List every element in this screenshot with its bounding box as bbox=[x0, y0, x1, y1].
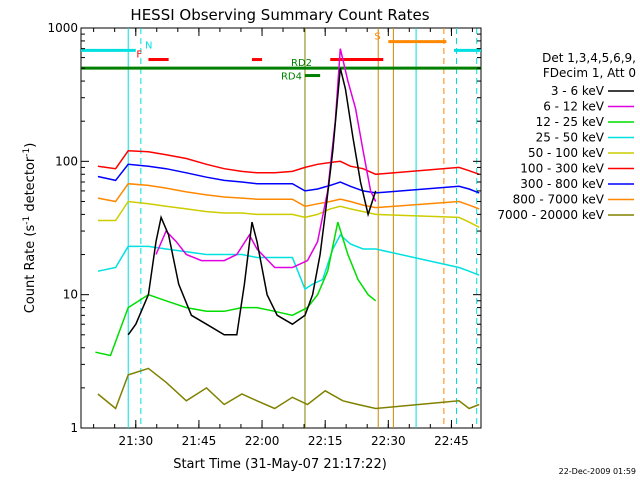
x-tick-label-2: 22:00 bbox=[245, 434, 280, 448]
legend-label-2: 12 - 25 keV bbox=[536, 115, 605, 129]
legend-label-4: 50 - 100 keV bbox=[528, 146, 605, 160]
series-line-7 bbox=[97, 182, 480, 210]
x-tick-label-5: 22:45 bbox=[434, 434, 469, 448]
legend-label-6: 300 - 800 keV bbox=[520, 177, 604, 191]
series-line-2 bbox=[95, 221, 377, 357]
legend-label-7: 800 - 7000 keV bbox=[513, 193, 605, 207]
y-tick-label-1: 10 bbox=[63, 288, 78, 302]
y-axis-label: Count Rate (s-1 detector-1) bbox=[22, 143, 38, 314]
x-tick-label-0: 21:30 bbox=[119, 434, 154, 448]
y-axis-label-end: ) bbox=[23, 143, 38, 148]
legend-label-3: 25 - 50 keV bbox=[536, 131, 605, 145]
legend-label-5: 100 - 300 keV bbox=[520, 162, 604, 176]
legend-label-8: 7000 - 20000 keV bbox=[497, 208, 604, 222]
plot-frame bbox=[80, 27, 482, 429]
flag-label-rd2: RD2 bbox=[291, 58, 312, 69]
flag-label-s: S bbox=[374, 32, 380, 43]
y-axis-label-sup1: -1 bbox=[22, 216, 32, 225]
x-tick-label-1: 21:45 bbox=[182, 434, 217, 448]
series-line-3 bbox=[97, 233, 480, 291]
x-axis-label: Start Time (31-May-07 21:17:22) bbox=[173, 457, 387, 472]
legend: Det 1,3,4,5,6,9, FDecim 1, Att 0 3 - 6 k… bbox=[497, 51, 636, 222]
flag-label-f: F bbox=[136, 50, 142, 61]
y-tick-label-0: 1 bbox=[70, 421, 78, 435]
y-axis-label-sup2: -1 bbox=[22, 148, 32, 157]
footer-timestamp: 22-Dec-2009 01:59 bbox=[559, 467, 636, 476]
legend-header-detectors: Det 1,3,4,5,6,9, bbox=[542, 51, 636, 65]
x-tick-label-4: 22:30 bbox=[371, 434, 406, 448]
legend-label-1: 6 - 12 keV bbox=[543, 100, 605, 114]
y-axis-label-main: Count Rate (s bbox=[23, 225, 38, 314]
flag-label-rd4: RD4 bbox=[281, 72, 302, 83]
series-line-1 bbox=[155, 48, 377, 269]
series-line-8 bbox=[97, 367, 480, 410]
flag-label-n: N bbox=[145, 40, 152, 51]
series-line-0 bbox=[127, 67, 377, 336]
chart-title: HESSI Observing Summary Count Rates bbox=[130, 6, 429, 24]
y-tick-label-2: 100 bbox=[55, 154, 78, 168]
y-tick-label-3: 1000 bbox=[47, 21, 78, 35]
legend-header-decimation: FDecim 1, Att 0 bbox=[543, 66, 636, 80]
series-line-4 bbox=[97, 200, 480, 228]
y-axis-label-mid: detector bbox=[23, 156, 38, 216]
x-tick-label-3: 22:15 bbox=[308, 434, 343, 448]
plot-area: NF S RD2 RD4 1 10 100 1000 21:30 21:45 22:00 22:15 2… bbox=[47, 21, 482, 448]
series-line-5 bbox=[97, 150, 480, 176]
series-line-6 bbox=[97, 163, 480, 194]
legend-label-0: 3 - 6 keV bbox=[551, 84, 605, 98]
